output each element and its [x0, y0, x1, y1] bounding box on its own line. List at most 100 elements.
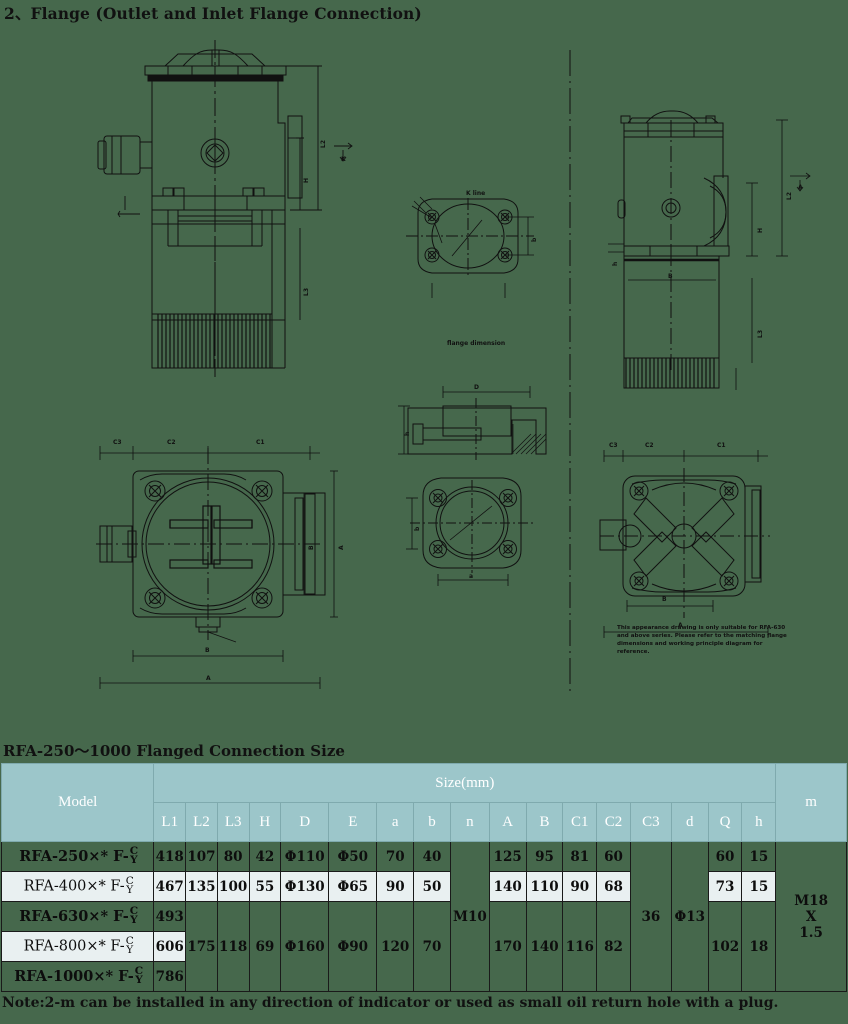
header-L3: L3 [216, 802, 250, 842]
cell-b: 40 [413, 841, 451, 872]
cell-model: RFA-630×* F- C Y [0, 901, 155, 932]
cell-C2: 82 [596, 901, 631, 992]
dim-label-A-right-plan: A [678, 622, 683, 629]
cell-L2: 135 [185, 871, 218, 902]
header-a: a [376, 802, 415, 842]
dim-label-H: H [303, 177, 310, 183]
dim-label-h-sec: h [404, 431, 411, 436]
cell-model: RFA-400×* F- C Y [0, 871, 155, 902]
bottom-left-plan [96, 446, 338, 689]
cell-B: 140 [525, 901, 564, 992]
cell-L3: 118 [216, 901, 250, 992]
dim-label-A-bottom: A [206, 675, 211, 682]
appearance-note: This appearance drawing is only suitable… [617, 625, 787, 656]
cell-C2: 60 [596, 841, 631, 872]
cell-D: Φ160 [280, 901, 330, 992]
header-H: H [248, 802, 282, 842]
table-row: RFA-630×* F- C Y 493 175 118 69 Φ160 Φ90 1… [0, 901, 847, 992]
cell-h: 15 [741, 841, 777, 872]
cell-Q: 60 [707, 841, 743, 872]
header-b: b [413, 802, 451, 842]
cell-C3-merged: 36 [629, 841, 672, 992]
dim-label-A-left: A [338, 545, 345, 550]
cell-B: 95 [525, 841, 564, 872]
cell-D: Φ130 [280, 871, 330, 902]
cell-d-merged: Φ13 [670, 841, 709, 992]
dim-label-B-right-plan: B [662, 596, 667, 603]
dim-label-L2-right: L2 [786, 192, 793, 200]
cell-L1: 493 [153, 901, 187, 932]
flange-section-detail [398, 386, 547, 460]
cell-B: 110 [525, 871, 564, 902]
dim-label-b: b [531, 237, 538, 242]
flanged-connection-size-table: Model Size(mm) m L1 L2 L3 H D E a b n A … [0, 763, 847, 992]
table-header: Model Size(mm) m L1 L2 L3 H D E a b n A … [0, 763, 847, 842]
cell-A: 140 [488, 871, 527, 902]
cell-C2: 68 [596, 871, 631, 902]
header-B: B [525, 802, 564, 842]
cell-A: 170 [488, 901, 527, 992]
right-plan [599, 450, 770, 638]
cell-L1: 418 [153, 841, 187, 872]
cell-a: 120 [376, 901, 415, 992]
header-model: Model [0, 763, 155, 842]
cell-L3: 80 [216, 841, 250, 872]
cell-H: 69 [248, 901, 282, 992]
cell-L1: 467 [153, 871, 187, 902]
header-m: m [775, 763, 847, 842]
header-D: D [280, 802, 330, 842]
header-size: Size(mm) [153, 763, 777, 803]
table-row: RFA-250×* F- C Y 418 107 80 42 Φ110 Φ50 70… [0, 841, 847, 992]
header-A: A [488, 802, 527, 842]
dim-label-b-plan: b [414, 526, 421, 531]
cell-L3: 100 [216, 871, 250, 902]
technical-drawings: K line flange dimension This appearance … [0, 28, 848, 728]
cell-E: Φ90 [328, 901, 378, 992]
dim-label-A-right: A [798, 184, 803, 191]
header-h: h [741, 802, 777, 842]
footer-note: Note:2-m can be installed in any directi… [2, 995, 779, 1011]
header-n: n [449, 802, 490, 842]
table-title: RFA‑250～1000 Flanged Connection Size [3, 742, 345, 760]
header-E: E [328, 802, 378, 842]
cell-C1: 90 [562, 871, 598, 902]
cell-E: Φ65 [328, 871, 378, 902]
m-line-2: X [805, 908, 817, 925]
cell-a: 70 [376, 841, 415, 872]
dim-label-B-bottom: B [205, 647, 210, 654]
dim-label-C1-right: C1 [717, 442, 726, 449]
cell-m-merged: M18 X 1.5 [775, 841, 847, 992]
flange-dimension-label: flange dimension [447, 340, 506, 347]
cell-model: RFA-800×* F- C Y [0, 931, 155, 962]
header-C3: C3 [629, 802, 672, 842]
cell-model: RFA-250×* F- C Y [0, 841, 155, 872]
dim-label-D-sec: D [474, 384, 479, 391]
page-title: 2、Flange (Outlet and Inlet Flange Connec… [4, 4, 422, 23]
table-row: RFA-800×* F- C Y 606 [0, 931, 847, 962]
top-left-elevation [97, 40, 353, 378]
cell-H: 55 [248, 871, 282, 902]
dim-label-L2: L2 [320, 140, 327, 148]
header-Q: Q [707, 802, 743, 842]
dim-label-B-right: B [668, 273, 673, 280]
dim-label-C2: C2 [167, 439, 176, 446]
table-row: RFA-400×* F- C Y 467 135 100 55 Φ130 Φ65 9… [0, 871, 847, 902]
dim-label-C3-right: C3 [609, 442, 618, 449]
cell-b: 70 [413, 901, 451, 992]
cell-L2: 107 [185, 841, 218, 872]
right-elevation [608, 110, 811, 390]
cell-A: 125 [488, 841, 527, 872]
dim-label-a-plan: a [469, 573, 474, 580]
cell-D: Φ110 [280, 841, 330, 872]
header-L2: L2 [185, 802, 218, 842]
m-line-3: 1.5 [799, 924, 823, 941]
dim-label-B-left: B [308, 545, 315, 550]
header-L1: L1 [153, 802, 187, 842]
cell-h: 18 [741, 901, 777, 992]
